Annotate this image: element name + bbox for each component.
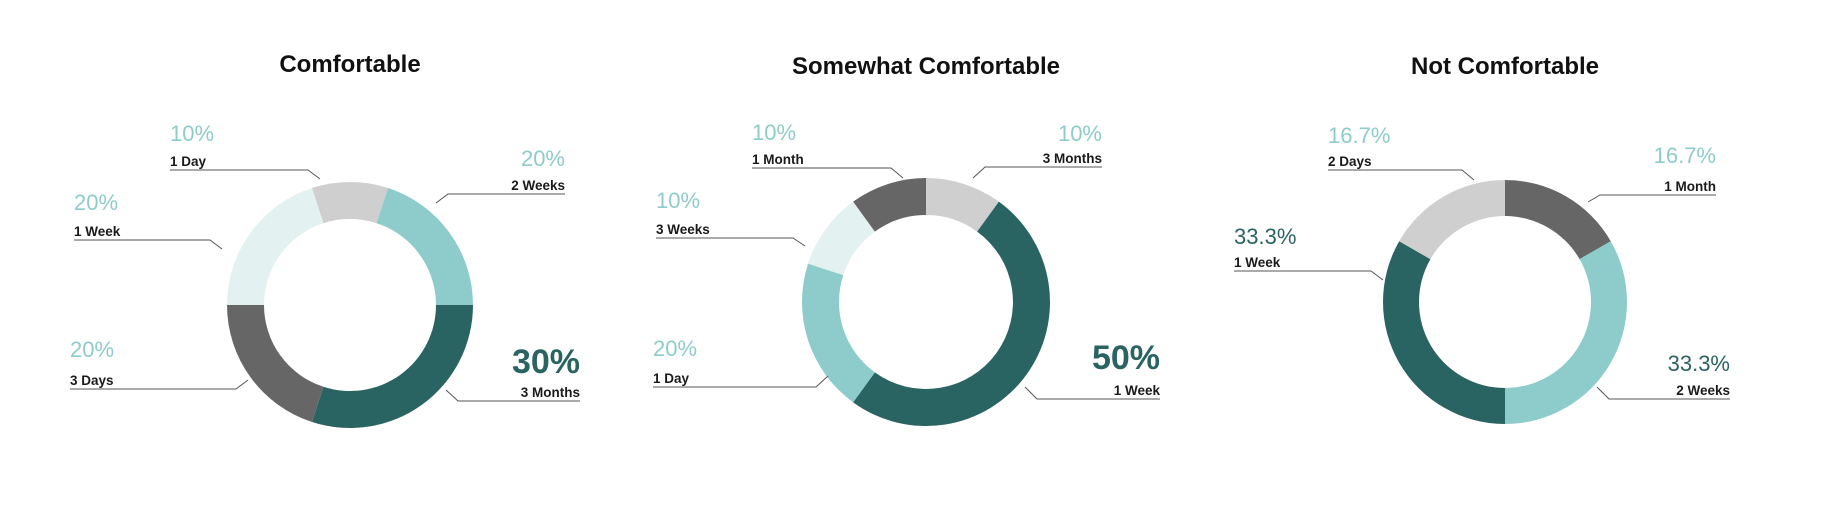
donut-slice-1-week xyxy=(227,188,324,305)
leader-line xyxy=(435,193,565,204)
donut-chart-3: Not Comfortable 16.7% 1 Month 33.3% 2 Weeks 3… xyxy=(1234,53,1730,424)
percent-label: 16.7% xyxy=(1654,143,1716,168)
leader-line xyxy=(1234,270,1384,281)
leader-line xyxy=(752,167,904,179)
donut-slice-2-weeks xyxy=(376,188,473,305)
donut-slice-1-month xyxy=(1505,180,1611,260)
percent-label: 20% xyxy=(74,190,118,215)
percent-label: 30% xyxy=(512,343,580,381)
leader-line xyxy=(70,379,249,390)
donut-slice-1-week xyxy=(1383,241,1505,424)
percent-label: 20% xyxy=(653,336,697,361)
donut-slice-1-day xyxy=(801,263,875,403)
percent-label: 20% xyxy=(521,146,565,171)
percent-label: 33.3% xyxy=(1668,351,1730,376)
category-label: 2 Days xyxy=(1328,154,1372,169)
percent-label: 33.3% xyxy=(1234,224,1296,249)
category-label: 2 Weeks xyxy=(511,178,565,193)
leader-line xyxy=(1596,386,1730,400)
category-label: 1 Month xyxy=(1664,179,1716,194)
percent-label: 10% xyxy=(656,188,700,213)
leader-line xyxy=(1328,169,1475,181)
leader-line xyxy=(1024,386,1160,400)
percent-label: 10% xyxy=(170,121,214,146)
donut-slice-1-day xyxy=(311,182,389,224)
donut-slice-3-months xyxy=(926,178,999,232)
category-label: 3 Days xyxy=(70,373,114,388)
donut-slice-3-days xyxy=(227,305,324,422)
category-label: 1 Week xyxy=(1234,255,1281,270)
chart-title: Not Comfortable xyxy=(1411,53,1599,80)
percent-label: 10% xyxy=(1058,121,1102,146)
category-label: 2 Weeks xyxy=(1676,383,1730,398)
percent-label: 20% xyxy=(70,337,114,362)
leader-line xyxy=(972,166,1102,179)
category-label: 1 Month xyxy=(752,152,804,167)
donut-chart-1: Comfortable 10% 1 Day 20% 2 Weeks 30% 3 Months… xyxy=(70,51,580,428)
percent-label: 10% xyxy=(752,120,796,145)
percent-label: 50% xyxy=(1092,339,1160,377)
leader-line xyxy=(170,169,321,180)
leader-line xyxy=(1587,194,1716,203)
percent-label: 16.7% xyxy=(1328,123,1390,148)
category-label: 1 Day xyxy=(170,154,207,169)
leader-line xyxy=(653,375,829,388)
chart-title: Somewhat Comfortable xyxy=(792,53,1060,80)
donut-slice-2-days xyxy=(1399,180,1505,260)
category-label: 3 Weeks xyxy=(656,222,710,237)
donut-slice-1-month xyxy=(853,178,926,232)
category-label: 3 Months xyxy=(1043,151,1102,166)
category-label: 1 Week xyxy=(1114,383,1161,398)
leader-line xyxy=(445,389,580,402)
leader-line xyxy=(74,239,223,250)
donut-chart-2: Somewhat Comfortable 10% 3 Months 50% 1 Week… xyxy=(653,53,1161,427)
chart-title: Comfortable xyxy=(279,51,420,78)
donut-slice-2-weeks xyxy=(1505,241,1627,424)
category-label: 1 Day xyxy=(653,371,690,386)
category-label: 3 Months xyxy=(521,385,580,400)
category-label: 1 Week xyxy=(74,224,121,239)
donut-slice-3-months xyxy=(311,305,474,428)
donut-slice-3-weeks xyxy=(808,201,875,276)
donut-slice-1-week xyxy=(853,201,1050,427)
leader-line xyxy=(656,237,806,247)
